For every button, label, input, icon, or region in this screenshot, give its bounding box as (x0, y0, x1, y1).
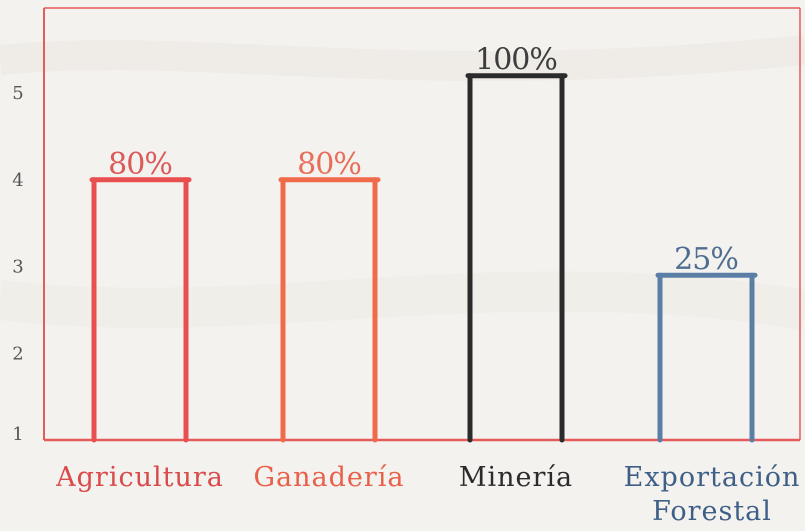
data-labels-group: 80% 80% 100% 25% (108, 43, 739, 277)
x-tick-label: Agricultura (55, 462, 224, 493)
data-label: 80% (108, 147, 172, 182)
x-tick-label: Ganadería (253, 462, 404, 493)
bar (89, 177, 192, 443)
chart-frame (43, 7, 801, 442)
bar (655, 272, 758, 443)
y-tick-label: 3 (12, 257, 23, 278)
data-label: 80% (297, 147, 361, 182)
data-label: 100% (475, 43, 557, 78)
x-axis-labels: Agricultura Ganadería Minería Exportación Fo… (55, 462, 801, 527)
x-tick-label-line: Ganadería (253, 462, 404, 493)
y-axis-ticks: 1 2 3 4 5 (12, 83, 23, 445)
x-tick-label-line: Minería (459, 462, 573, 493)
y-tick-label: 4 (12, 170, 23, 191)
x-tick-label-line: Forestal (652, 496, 772, 527)
bars-group (89, 73, 758, 443)
data-label: 25% (674, 242, 738, 277)
x-tick-label-line: Exportación (624, 462, 801, 493)
x-tick-label: Minería (459, 462, 573, 493)
y-tick-label: 2 (12, 343, 23, 364)
y-tick-label: 5 (12, 83, 23, 104)
x-tick-label-line: Agricultura (55, 462, 224, 493)
bar (465, 73, 568, 443)
bar (278, 177, 381, 443)
x-tick-label: Exportación Forestal (624, 462, 801, 527)
y-tick-label: 1 (12, 424, 23, 445)
